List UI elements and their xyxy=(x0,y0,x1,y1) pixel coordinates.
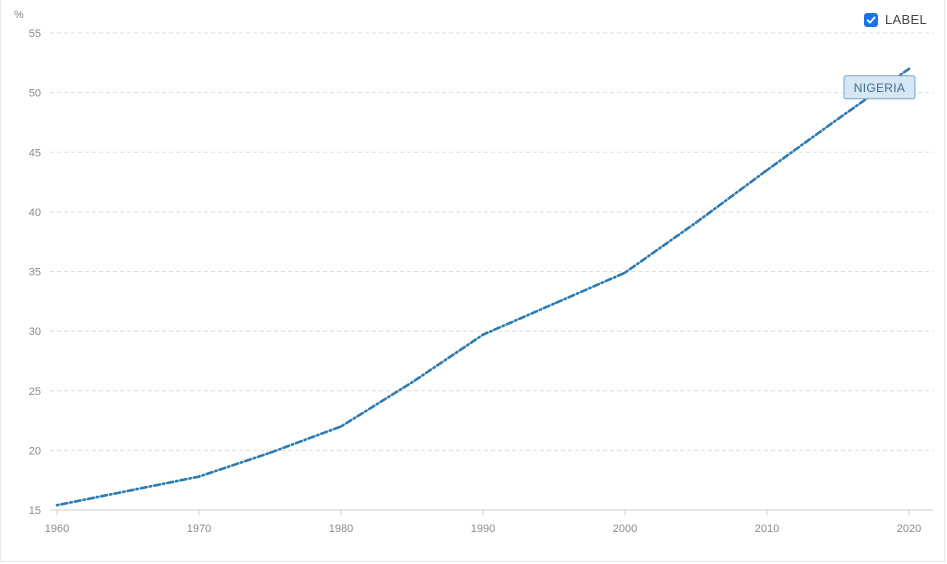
data-point xyxy=(552,302,556,305)
data-point xyxy=(694,221,698,224)
y-tick-label: 25 xyxy=(29,386,41,398)
y-tick-label: 35 xyxy=(29,267,41,279)
x-tick-label: 1970 xyxy=(187,523,211,535)
label-toggle[interactable]: LABEL xyxy=(864,12,927,27)
data-point xyxy=(339,425,343,428)
y-tick-label: 45 xyxy=(29,147,41,159)
data-point xyxy=(410,381,414,384)
series-tag-label: NIGERIA xyxy=(854,81,905,95)
label-checkbox[interactable] xyxy=(864,12,879,27)
x-axis-ticks: 1960 1970 1980 1990 2000 2010 2020 xyxy=(45,510,921,535)
x-tick-label: 1990 xyxy=(471,523,495,535)
data-point xyxy=(481,333,485,336)
data-point xyxy=(55,504,59,507)
checkmark-icon xyxy=(866,15,876,23)
x-tick-label: 1980 xyxy=(329,523,353,535)
data-point xyxy=(907,67,911,70)
label-toggle-text: LABEL xyxy=(885,12,927,27)
y-tick-label: 30 xyxy=(29,326,41,338)
grid-lines xyxy=(50,32,933,451)
x-tick-label: 2000 xyxy=(613,523,637,535)
y-tick-label: 15 xyxy=(29,505,41,517)
data-point xyxy=(623,271,627,274)
y-axis-ticks: 15 20 25 30 35 40 45 50 55 xyxy=(29,28,41,517)
x-tick-label: 1960 xyxy=(45,523,69,535)
y-axis-unit-label: % xyxy=(14,9,24,21)
data-point xyxy=(836,117,840,121)
series-line-nigeria[interactable] xyxy=(55,67,911,507)
y-tick-label: 20 xyxy=(29,445,41,457)
data-point xyxy=(126,489,130,493)
data-point xyxy=(268,451,272,454)
y-tick-label: 55 xyxy=(29,28,41,40)
y-tick-label: 40 xyxy=(29,207,41,219)
y-tick-label: 50 xyxy=(29,88,41,100)
x-tick-label: 2020 xyxy=(897,523,921,535)
series-tag-group: NIGERIA xyxy=(843,75,916,100)
data-point xyxy=(765,168,769,172)
data-point xyxy=(197,475,201,478)
series-layer xyxy=(55,67,911,507)
x-tick-label: 2010 xyxy=(755,523,779,535)
series-tag-box xyxy=(843,75,916,100)
